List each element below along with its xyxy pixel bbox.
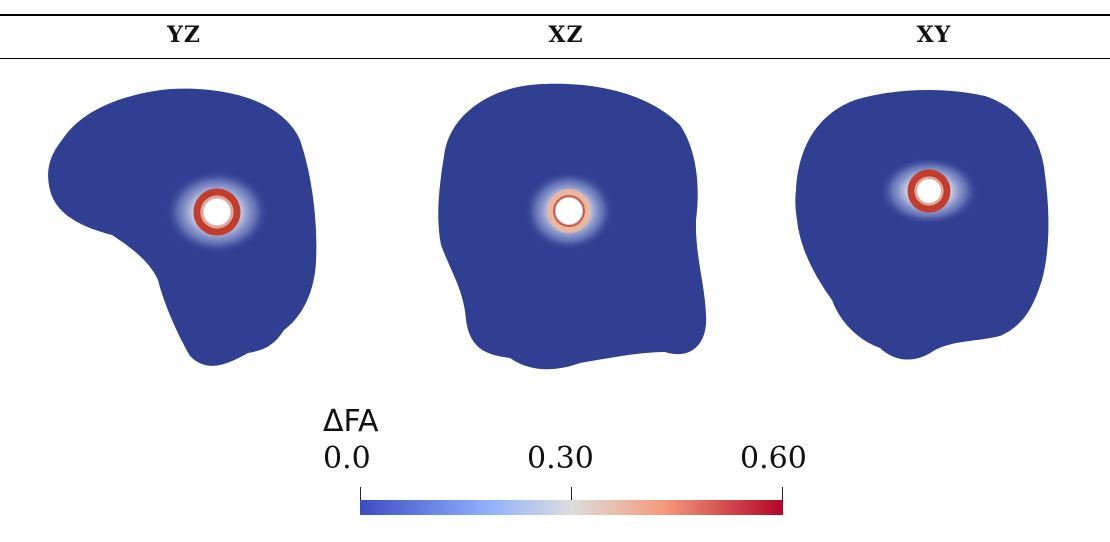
slice-xz (438, 83, 707, 370)
slice-yz (48, 88, 317, 366)
colorbar-tick-max (782, 487, 783, 511)
hole-yz (204, 199, 230, 225)
colorbar-tick-label-max: 0.60 (740, 441, 807, 476)
slice-panels (48, 83, 1049, 370)
colorbar-title: ΔFA (323, 404, 379, 439)
table-header-rule (0, 58, 1110, 59)
hole-xz (556, 198, 582, 224)
colorbar-gradient (360, 500, 783, 515)
colorbar-tick-min (360, 487, 361, 511)
hole-xy (917, 179, 941, 203)
column-header-xy: XY (916, 22, 952, 48)
column-header-yz: YZ (167, 22, 201, 48)
colorbar-tick-label-mid: 0.30 (527, 441, 594, 476)
brain-slice-xy (795, 90, 1049, 360)
slice-xy (795, 90, 1049, 360)
column-header-xz: XZ (548, 22, 584, 48)
table-top-rule (0, 14, 1110, 16)
colorbar-tick-label-min: 0.0 (323, 441, 371, 476)
colorbar-tick-mid (571, 487, 572, 511)
